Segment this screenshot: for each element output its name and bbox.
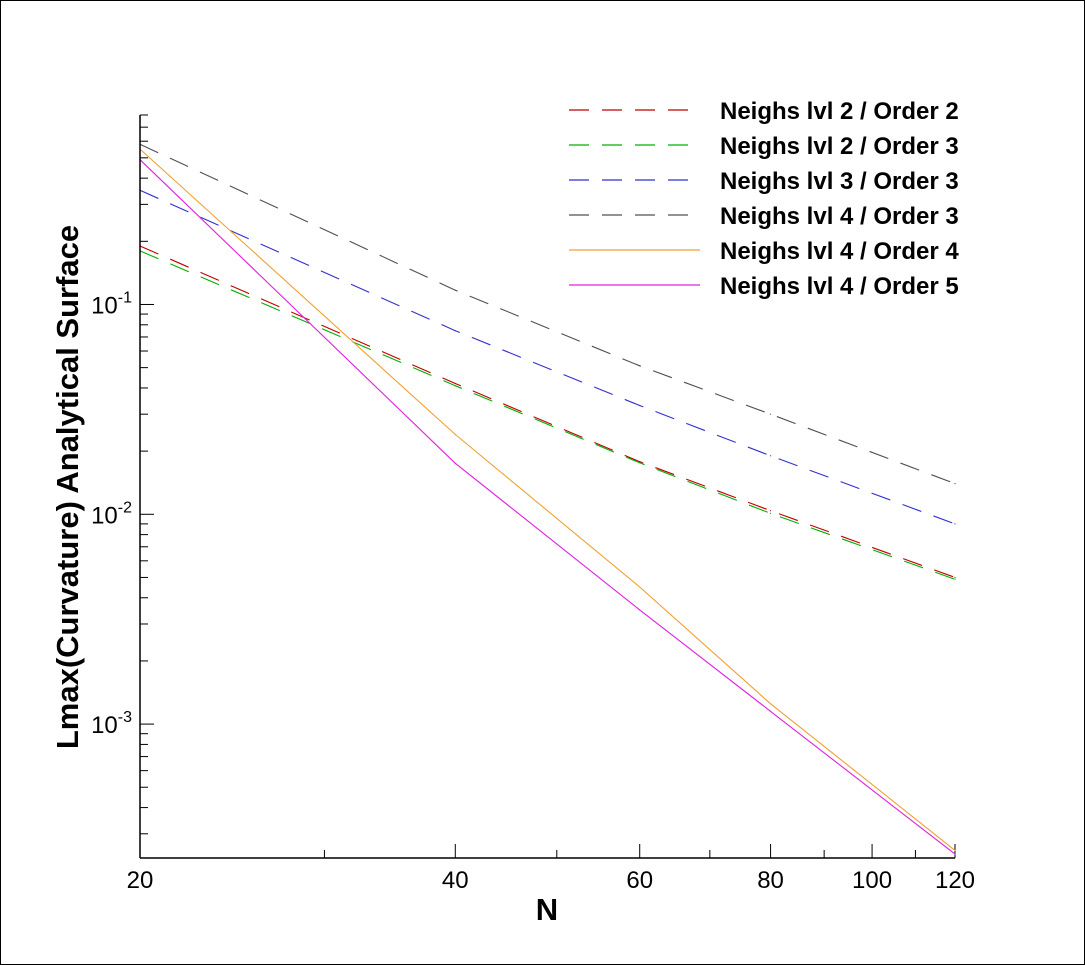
series-4-point — [639, 365, 641, 367]
legend-label: Neighs lvl 4 / Order 4 — [720, 238, 959, 265]
x-tick-label: 20 — [127, 867, 154, 894]
series-4-point — [954, 483, 956, 485]
axes — [139, 115, 955, 859]
y-tick-labels: 10-110-210-3 — [91, 289, 132, 739]
series-5-point — [639, 586, 641, 588]
series-2-point — [954, 578, 956, 580]
series-1-point — [639, 461, 641, 463]
series-2-point — [454, 385, 456, 387]
y-tick-exponent: -3 — [118, 709, 132, 726]
series-2-point — [639, 462, 641, 464]
axis-ticks — [139, 114, 956, 858]
y-tick-label: 10-1 — [91, 289, 132, 319]
series-2-point — [769, 512, 772, 514]
series-line-2 — [139, 250, 956, 580]
series-5-point — [954, 849, 956, 852]
y-tick-exponent: -2 — [118, 499, 132, 516]
series-6-point — [954, 853, 956, 855]
x-tick-label: 100 — [852, 867, 892, 894]
series-3-point — [454, 330, 456, 332]
y-tick-label: 10-2 — [91, 499, 132, 529]
series-layer — [139, 143, 956, 855]
series-1-point — [769, 510, 772, 512]
y-axis-title: Lmax(Curvature) Analytical Surface — [50, 225, 85, 749]
series-6-point — [639, 609, 641, 611]
series-1-point — [454, 382, 456, 385]
y-tick-base: 10 — [91, 292, 118, 319]
x-tick-label: 80 — [757, 867, 784, 894]
x-tick-labels: 20 40 60 80 100 120 — [127, 867, 975, 894]
legend-label: Neighs lvl 3 / Order 3 — [720, 168, 959, 195]
series-6-point — [454, 462, 456, 464]
x-tick-label: 60 — [626, 867, 653, 894]
y-tick-exponent: -1 — [118, 289, 132, 306]
legend: Neighs lvl 2 / Order 2 Neighs lvl 2 / Ord… — [569, 98, 959, 300]
series-1-point — [954, 576, 956, 579]
legend-label: Neighs lvl 2 / Order 3 — [720, 133, 959, 160]
series-6-point — [769, 710, 772, 712]
series-4-point — [454, 289, 456, 291]
legend-label: Neighs lvl 4 / Order 3 — [720, 203, 959, 230]
y-tick-base: 10 — [91, 502, 118, 529]
series-5-point — [769, 703, 772, 705]
x-axis-title: N — [536, 892, 558, 927]
series-5-point — [454, 433, 456, 436]
series-3-point — [639, 404, 641, 407]
y-tick-base: 10 — [91, 712, 118, 739]
y-tick-label: 10-3 — [91, 709, 132, 739]
series-line-4 — [139, 143, 956, 485]
x-tick-label: 40 — [442, 867, 469, 894]
series-3-point — [954, 523, 956, 525]
series-3-point — [769, 455, 772, 457]
legend-label: Neighs lvl 2 / Order 2 — [720, 98, 959, 125]
legend-label: Neighs lvl 4 / Order 5 — [720, 273, 959, 300]
series-4-point — [769, 413, 772, 415]
x-tick-label: 120 — [935, 867, 975, 894]
